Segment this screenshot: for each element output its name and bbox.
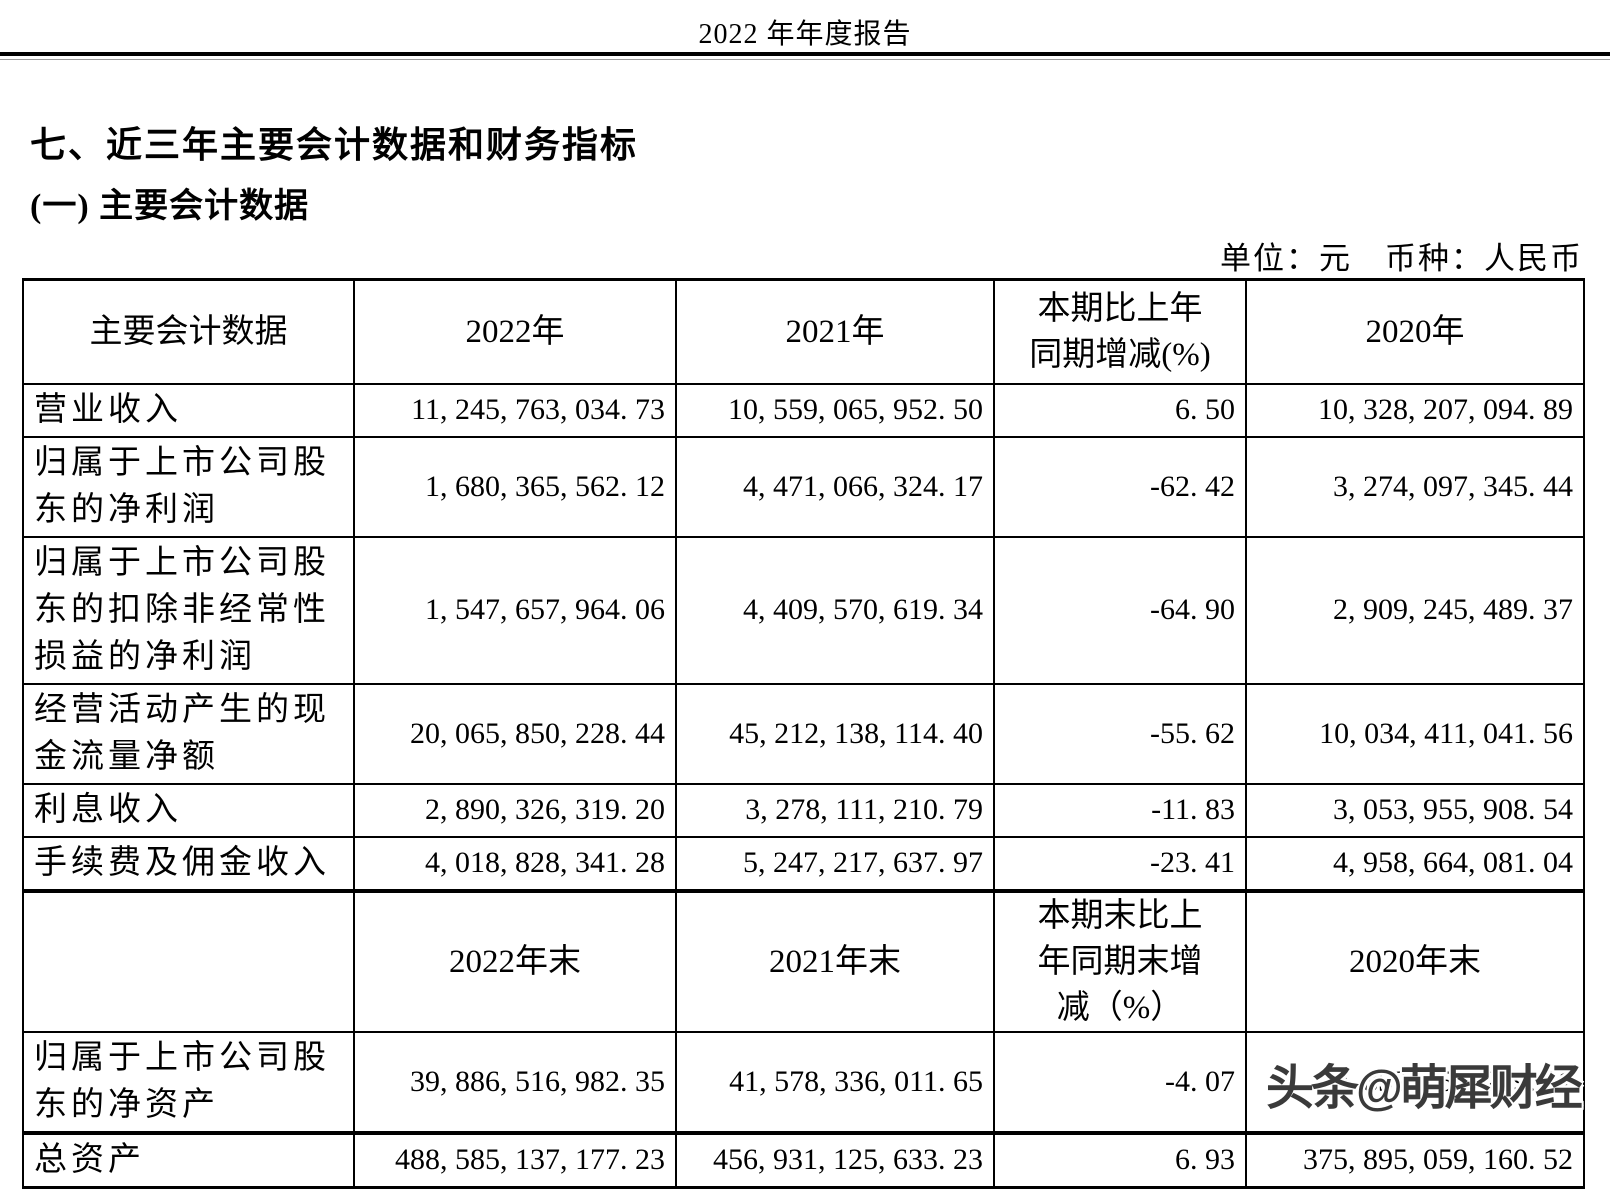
header-rule-shadow (0, 59, 1610, 60)
value-2021-end: 456, 931, 125, 633. 23 (675, 1130, 995, 1188)
value-2022: 4, 018, 828, 341. 28 (353, 835, 677, 892)
value-2020-end-obscured: 375, 895, 059, 160. 52 (1245, 1130, 1585, 1188)
subheader-empty (22, 888, 355, 1033)
value-2021: 4, 471, 066, 324. 17 (675, 435, 995, 538)
value-2021: 3, 278, 111, 210. 79 (675, 782, 995, 838)
header-2021: 2021年 (675, 278, 995, 385)
header-rule (0, 52, 1610, 56)
subheader-2020-end: 2020年末 (1245, 888, 1585, 1033)
value-2020-end: 39, 852, 052, 269. 51 (1245, 1030, 1585, 1134)
value-2021: 10, 559, 065, 952. 50 (675, 382, 995, 438)
value-2022: 20, 065, 850, 228. 44 (353, 682, 677, 785)
value-yoy-pct: -62. 42 (993, 435, 1247, 538)
value-yoy-pct: -11. 83 (993, 782, 1247, 838)
row-label: 营业收入 (22, 382, 355, 438)
value-2021: 4, 409, 570, 619. 34 (675, 535, 995, 685)
value-yearend-pct: 6. 93 (993, 1130, 1247, 1188)
value-2022: 11, 245, 763, 034. 73 (353, 382, 677, 438)
header-2020: 2020年 (1245, 278, 1585, 385)
table-row-fee-commission-income: 手续费及佣金收入 4, 018, 828, 341. 28 5, 247, 21… (22, 835, 1585, 892)
table-row-net-assets: 归属于上市公司股 东的净资产 39, 886, 516, 982. 35 41,… (22, 1030, 1585, 1134)
value-2022-end: 488, 585, 137, 177. 23 (353, 1130, 677, 1188)
report-page-header: 2022 年年度报告 (698, 19, 912, 50)
value-2020: 10, 328, 207, 094. 89 (1245, 382, 1585, 438)
value-2020: 10, 034, 411, 041. 56 (1245, 682, 1585, 785)
value-2020: 4, 958, 664, 081. 04 (1245, 835, 1585, 892)
value-2020: 3, 053, 955, 908. 54 (1245, 782, 1585, 838)
value-2021-end: 41, 578, 336, 011. 65 (675, 1030, 995, 1134)
value-yoy-pct: -55. 62 (993, 682, 1247, 785)
value-2022: 1, 547, 657, 964. 06 (353, 535, 677, 685)
subheader-yearend-change: 本期末比上 年同期末增 减（%） (993, 888, 1247, 1033)
value-yoy-pct: -23. 41 (993, 835, 1247, 892)
table-row-net-profit: 归属于上市公司股 东的净利润 1, 680, 365, 562. 12 4, 4… (22, 435, 1585, 538)
table-row-interest-income: 利息收入 2, 890, 326, 319. 20 3, 278, 111, 2… (22, 782, 1585, 838)
key-accounting-data-table: 主要会计数据 2022年 2021年 本期比上年 同期增减(%) 2020年 营… (22, 278, 1585, 1189)
section-title: 七、近三年主要会计数据和财务指标 (30, 125, 639, 165)
table-row-revenue: 营业收入 11, 245, 763, 034. 73 10, 559, 065,… (22, 382, 1585, 438)
table-row-operating-cash-flow: 经营活动产生的现 金流量净额 20, 065, 850, 228. 44 45,… (22, 682, 1585, 785)
value-2020: 2, 909, 245, 489. 37 (1245, 535, 1585, 685)
value-2022: 2, 890, 326, 319. 20 (353, 782, 677, 838)
row-label: 归属于上市公司股 东的扣除非经常性 损益的净利润 (22, 535, 355, 685)
table-subheader-row-yearend: 2022年末 2021年末 本期末比上 年同期末增 减（%） 2020年末 (22, 888, 1585, 1033)
table-header-row: 主要会计数据 2022年 2021年 本期比上年 同期增减(%) 2020年 (22, 278, 1585, 385)
value-2022: 1, 680, 365, 562. 12 (353, 435, 677, 538)
subsection-title: (一) 主要会计数据 (30, 188, 310, 225)
value-2022-end: 39, 886, 516, 982. 35 (353, 1030, 677, 1134)
subheader-2021-end: 2021年末 (675, 888, 995, 1033)
subheader-2022-end: 2022年末 (353, 888, 677, 1033)
header-2022: 2022年 (353, 278, 677, 385)
row-label: 归属于上市公司股 东的净利润 (22, 435, 355, 538)
row-label: 手续费及佣金收入 (22, 835, 355, 892)
value-2021: 5, 247, 217, 637. 97 (675, 835, 995, 892)
value-yoy-pct: -64. 90 (993, 535, 1247, 685)
value-yearend-pct: -4. 07 (993, 1030, 1247, 1134)
header-main-label: 主要会计数据 (22, 278, 355, 385)
table-row-total-assets: 总资产 488, 585, 137, 177. 23 456, 931, 125… (22, 1130, 1585, 1188)
header-yoy-change: 本期比上年 同期增减(%) (993, 278, 1247, 385)
row-label: 总资产 (22, 1130, 355, 1188)
row-label: 归属于上市公司股 东的净资产 (22, 1030, 355, 1134)
table-row-deducted-net-profit: 归属于上市公司股 东的扣除非经常性 损益的净利润 1, 547, 657, 96… (22, 535, 1585, 685)
row-label: 经营活动产生的现 金流量净额 (22, 682, 355, 785)
value-2020: 3, 274, 097, 345. 44 (1245, 435, 1585, 538)
toutiao-watermark: 头条@萌犀财经 (1266, 1062, 1583, 1115)
value-2021: 45, 212, 138, 114. 40 (675, 682, 995, 785)
row-label: 利息收入 (22, 782, 355, 838)
value-yoy-pct: 6. 50 (993, 382, 1247, 438)
unit-currency-note: 单位：元 币种：人民币 (1220, 241, 1583, 276)
